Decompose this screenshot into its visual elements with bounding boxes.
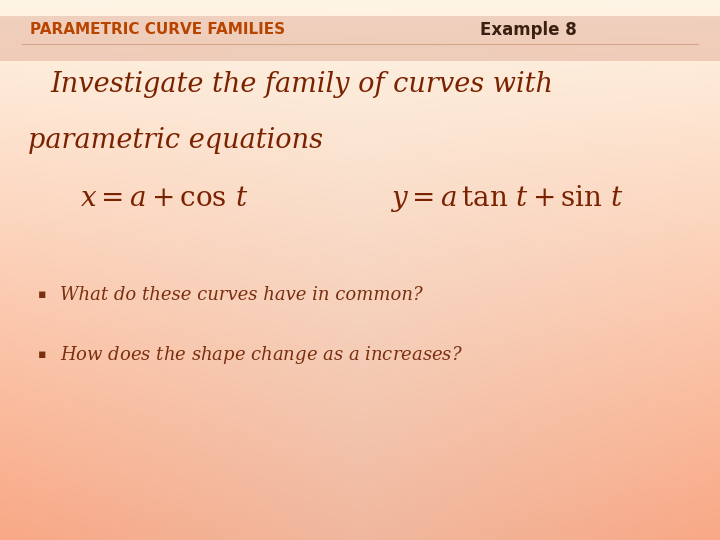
FancyBboxPatch shape bbox=[0, 16, 720, 61]
Text: Example 8: Example 8 bbox=[480, 21, 577, 39]
Text: ▪: ▪ bbox=[38, 348, 47, 361]
Text: $\mathit{y} = \mathit{a}\,\tan\,\mathit{t} + \sin\,\mathit{t}$: $\mathit{y} = \mathit{a}\,\tan\,\mathit{… bbox=[390, 183, 624, 213]
Text: parametric equations: parametric equations bbox=[28, 126, 323, 153]
Text: PARAMETRIC CURVE FAMILIES: PARAMETRIC CURVE FAMILIES bbox=[30, 23, 285, 37]
Text: What do these curves have in common?: What do these curves have in common? bbox=[60, 286, 423, 304]
Text: $\mathit{x} = \mathit{a} + \cos\,\mathit{t}$: $\mathit{x} = \mathit{a} + \cos\,\mathit… bbox=[80, 185, 248, 212]
Text: ▪: ▪ bbox=[38, 288, 47, 301]
Text: Investigate the family of curves with: Investigate the family of curves with bbox=[50, 71, 553, 98]
Text: How does the shape change as $\mathit{a}$ increases?: How does the shape change as $\mathit{a}… bbox=[60, 344, 463, 366]
